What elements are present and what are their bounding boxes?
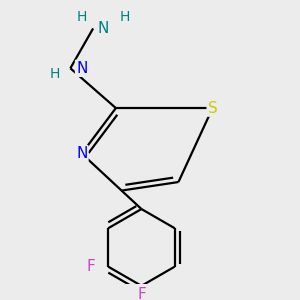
Text: F: F (87, 259, 95, 274)
Text: H: H (50, 67, 60, 81)
Text: H: H (76, 10, 87, 24)
Text: S: S (208, 100, 218, 116)
Text: N: N (98, 21, 109, 36)
Text: N: N (76, 61, 87, 76)
Text: F: F (137, 287, 146, 300)
Text: H: H (119, 10, 130, 24)
Text: N: N (76, 146, 87, 161)
